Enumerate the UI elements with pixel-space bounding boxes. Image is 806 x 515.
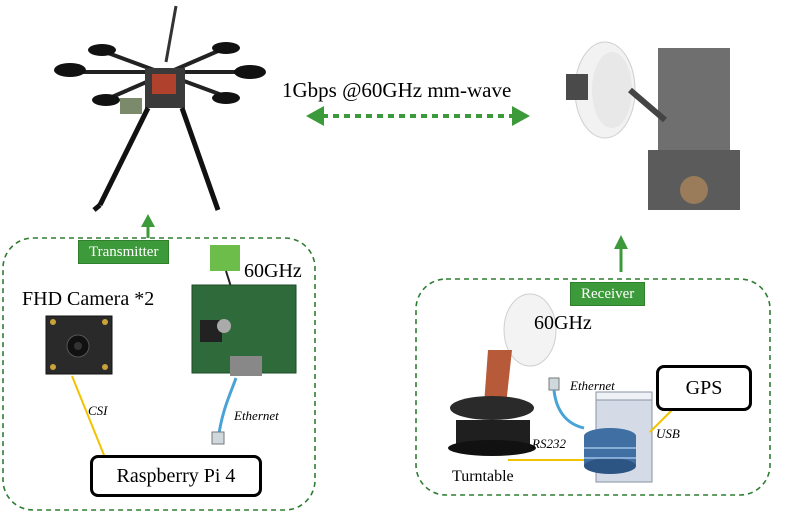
rs232-label: RS232 [532,436,566,451]
usb-label: USB [656,426,680,441]
transmitter-tag: Transmitter [78,240,170,264]
receiver-group [415,278,771,496]
usb-cable [649,409,673,433]
rx-radio-label: 60GHz [534,312,592,334]
transmitter-up-arrow [141,214,155,238]
tx-ethernet-label: Ethernet [234,408,279,423]
tx-ethernet-cable [211,377,238,445]
camera-image [45,315,113,375]
camera-label: FHD Camera *2 [22,288,155,310]
receiver-dish-image [566,41,740,210]
receiver-up-arrow [614,235,628,272]
gps-box: GPS [656,365,752,411]
raspberry-pi-box: Raspberry Pi 4 [90,455,262,497]
csi-label: CSI [88,403,108,418]
link-arrow [306,106,530,126]
rx-ethernet-cable [548,377,585,430]
csi-cable [71,375,107,461]
rx-ethernet-label: Ethernet [570,378,615,393]
turntable-image [448,293,557,456]
turntable-label: Turntable [452,468,514,485]
receiver-tag: Receiver [570,282,646,306]
drone-image [54,5,266,212]
server-image [584,391,653,483]
transmitter-group [2,237,316,511]
link-label: 1Gbps @60GHz mm-wave [282,78,512,102]
radio-module-image [191,245,297,376]
tx-radio-label: 60GHz [244,260,302,282]
